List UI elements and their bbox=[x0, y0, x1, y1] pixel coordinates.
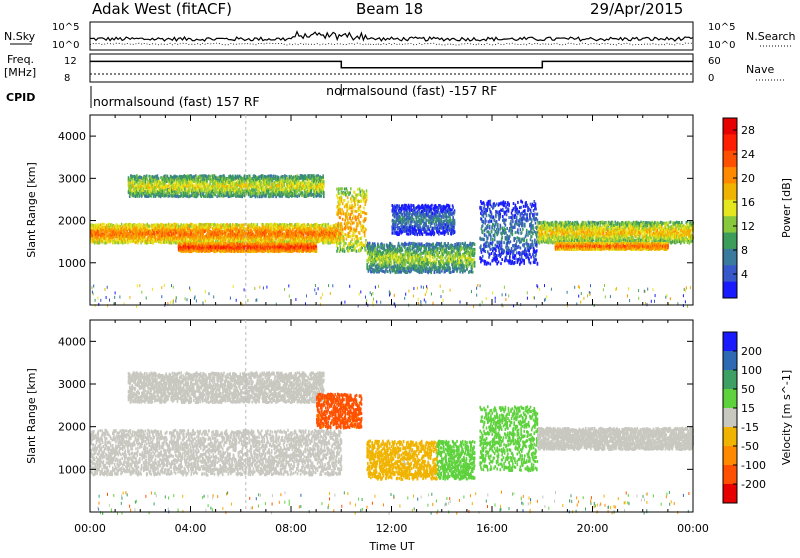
nsky-label: N.Sky bbox=[4, 30, 36, 43]
power-cell bbox=[143, 239, 145, 242]
date-label: 29/Apr/2015 bbox=[590, 0, 683, 18]
power-cell bbox=[121, 223, 123, 226]
power-cell bbox=[103, 223, 105, 226]
nsky-tick-top: 10^5 bbox=[52, 22, 79, 33]
freq-tick-bottom: 8 bbox=[64, 73, 70, 84]
cpid-mode-1: normalsound (fast) -157 RF bbox=[326, 83, 497, 98]
freq-trace bbox=[90, 61, 693, 74]
beam-label: Beam 18 bbox=[356, 0, 423, 18]
power-cell bbox=[148, 225, 150, 228]
freq-label: Freq. bbox=[7, 53, 34, 66]
nsky-line bbox=[90, 32, 693, 41]
nave-label: Nave bbox=[746, 63, 774, 76]
cpid-row: normalsound (fast) 157 RF normalsound (fa… bbox=[91, 83, 497, 109]
cpid-label: CPID bbox=[6, 91, 35, 104]
nsearch-tick-top: 10^5 bbox=[708, 22, 735, 33]
power-cell bbox=[161, 241, 163, 244]
nsky-trace bbox=[90, 32, 693, 45]
freq-line bbox=[90, 61, 693, 67]
nave-tick-top: 60 bbox=[708, 56, 721, 67]
power-cell bbox=[100, 223, 102, 226]
nsky-tick-bottom: 10^0 bbox=[52, 40, 79, 51]
nave-tick-bottom: 0 bbox=[708, 73, 714, 84]
nsky-panel-frame bbox=[90, 22, 693, 50]
nsearch-label: N.Search bbox=[746, 30, 796, 43]
chart-canvas: Adak West (fitACF) Beam 18 29/Apr/2015 N… bbox=[0, 0, 800, 554]
freq-tick-top: 12 bbox=[64, 56, 77, 67]
nsearch-line bbox=[90, 43, 693, 45]
power-cell bbox=[143, 223, 145, 226]
freq-unit: [MHz] bbox=[4, 66, 36, 79]
cpid-mode-0: normalsound (fast) 157 RF bbox=[93, 94, 260, 109]
radar-title: Adak West (fitACF) bbox=[92, 0, 232, 18]
nsearch-tick-bottom: 10^0 bbox=[708, 40, 735, 51]
